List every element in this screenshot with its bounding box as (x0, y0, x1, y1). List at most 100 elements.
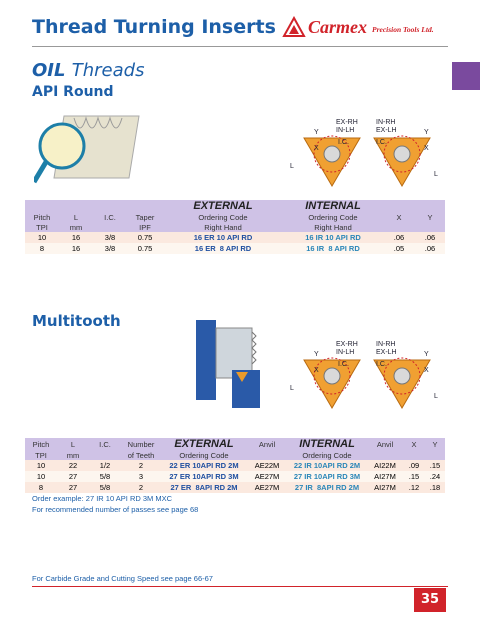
ic-circle (313, 135, 351, 173)
title-rest: Threads (71, 60, 145, 81)
header-row: TPI mm IPF Right Hand Right Hand (25, 222, 445, 232)
data-cell: .06 (415, 243, 445, 254)
section-subtitle: API Round (32, 84, 114, 100)
data-cell: AE27M (247, 482, 287, 493)
header-cell: mm (59, 222, 93, 232)
header-rule (32, 46, 448, 47)
header-cell (415, 222, 445, 232)
header-cell: Pitch (25, 212, 59, 222)
ic-circle (313, 357, 351, 395)
data-cell: 27 ER 8API RD 2M (161, 482, 247, 493)
diagram-label: L (434, 171, 438, 178)
header-cell: Right Hand (163, 222, 283, 232)
data-cell: 3 (121, 471, 161, 482)
header-cell (415, 200, 445, 212)
data-cell: 27 IR 8API RD 2M (287, 482, 367, 493)
header-cell: TPI (25, 450, 57, 460)
header-cell (383, 200, 415, 212)
diagram-label: EX-LH (376, 127, 397, 134)
tool-illustration (196, 320, 260, 408)
header-row: Pitch L I.C. Taper Ordering Code Ordering Cod… (25, 212, 445, 222)
note: Order example: 27 IR 10 API RD 3M MXC (32, 494, 173, 503)
data-cell: 27 (57, 471, 89, 482)
data-cell: 22 (57, 460, 89, 471)
header-cell: L (57, 438, 89, 450)
data-cell: 2 (121, 482, 161, 493)
data-cell: 3/8 (93, 243, 127, 254)
diagram-label: I.C. (376, 361, 387, 368)
logo: Carmex (308, 17, 368, 37)
logo-tagline: Precision Tools Ltd. (372, 25, 434, 34)
header-cell (93, 200, 127, 212)
data-cell: 10 (25, 460, 57, 471)
data-cell: .15 (403, 471, 425, 482)
data-row: 10 27 5/8 3 27 ER 10API RD 3M AE27M 27 IR 10AP… (25, 471, 445, 482)
data-cell: .15 (425, 460, 445, 471)
insert-hole (393, 145, 411, 163)
diagram-label: I.C. (338, 139, 349, 146)
diagram-label: L (290, 385, 294, 392)
header-cell: Ordering Code (283, 212, 383, 222)
data-cell: AE22M (247, 460, 287, 471)
page-title: Thread Turning Inserts (32, 16, 276, 38)
footer-rule (32, 586, 448, 587)
diagram-label: Y (424, 129, 429, 136)
title-bold: OIL (32, 60, 66, 81)
ic-circle (383, 135, 421, 173)
diagram-label: IN-RH (376, 341, 395, 348)
diagram-label: EX-RH (336, 341, 358, 348)
ic-circle (383, 357, 421, 395)
data-cell: 5/8 (89, 482, 121, 493)
diagram-label: Y (314, 351, 319, 358)
header-cell: I.C. (89, 438, 121, 450)
data-cell: 22 ER 10API RD 2M (161, 460, 247, 471)
data-cell: 5/8 (89, 471, 121, 482)
header-cell: Right Hand (283, 222, 383, 232)
data-row: 8 16 3/8 0.75 16 ER 8 API RD 16 IR 8 API RD .0… (25, 243, 445, 254)
header-cell: TPI (25, 222, 59, 232)
header-cell: EXTERNAL (161, 438, 247, 450)
data-cell: AI22M (367, 460, 403, 471)
data-row: 10 16 3/8 0.75 16 ER 10 API RD 16 IR 10 API R… (25, 232, 445, 243)
data-cell: .18 (425, 482, 445, 493)
diagram-label: I.C. (376, 139, 387, 146)
diagram-label: IN-RH (376, 119, 395, 126)
data-cell: .06 (415, 232, 445, 243)
diagram-label: X (424, 145, 429, 152)
insert-hole (323, 367, 341, 385)
data-table: EXTERNAL INTERNAL Pitch L I.C. Taper Ordering … (25, 200, 445, 254)
data-cell: 10 (25, 471, 57, 482)
header-cell (127, 200, 163, 212)
header-cell (93, 222, 127, 232)
header-cell: Y (425, 438, 445, 450)
header-cell (25, 200, 59, 212)
header-cell: L (59, 212, 93, 222)
data-cell: 27 ER 10API RD 3M (161, 471, 247, 482)
header-cell: IPF (127, 222, 163, 232)
data-cell: 27 (57, 482, 89, 493)
diagram-label: Y (424, 351, 429, 358)
note: For recommended number of passes see pag… (32, 505, 199, 514)
header-cell: INTERNAL (283, 200, 383, 212)
insert-hole (323, 145, 341, 163)
data-cell: 3/8 (93, 232, 127, 243)
header-cell: I.C. (93, 212, 127, 222)
data-cell: 1/2 (89, 460, 121, 471)
thread-illustration (34, 115, 140, 184)
table-body: 10 16 3/8 0.75 16 ER 10 API RD 16 IR 10 API R… (25, 232, 445, 254)
header-cell (425, 450, 445, 460)
header-cell (403, 450, 425, 460)
diagram-label: Y (314, 129, 319, 136)
data-cell: 27 IR 10API RD 3M (287, 471, 367, 482)
diagram-label: EX-LH (376, 349, 397, 356)
header-cell: Y (415, 212, 445, 222)
header-cell: INTERNAL (287, 438, 367, 450)
table-header: EXTERNAL INTERNAL Pitch L I.C. Taper Ordering … (25, 200, 445, 232)
header-cell: Pitch (25, 438, 57, 450)
header-cell: Anvil (247, 438, 287, 450)
data-cell: 16 (59, 243, 93, 254)
header-cell: Anvil (367, 438, 403, 450)
data-cell: 16 IR 10 API RD (283, 232, 383, 243)
